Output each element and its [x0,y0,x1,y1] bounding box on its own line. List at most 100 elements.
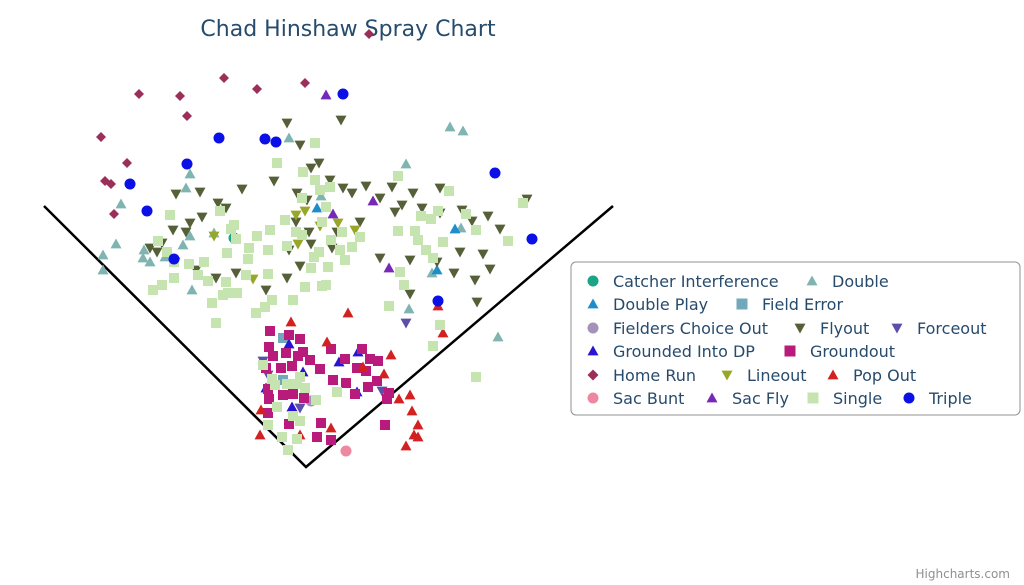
point-double[interactable] [184,230,196,241]
point-single[interactable] [309,252,319,262]
point-single[interactable] [321,202,331,212]
point-single[interactable] [244,243,254,253]
point-double[interactable] [97,249,109,260]
point-home-run[interactable] [96,132,106,142]
point-flyout[interactable] [360,181,372,192]
point-groundout[interactable] [315,364,325,374]
point-single[interactable] [317,217,327,227]
legend-item-field-error[interactable]: Field Error [736,295,844,314]
point-single[interactable] [288,295,298,305]
point-flyout[interactable] [236,184,248,195]
point-sac-fly[interactable] [383,262,395,273]
point-single[interactable] [355,232,365,242]
point-single[interactable] [428,341,438,351]
point-single[interactable] [282,379,292,389]
legend-item-single[interactable]: Single [807,389,883,408]
point-flyout[interactable] [471,297,483,308]
point-single[interactable] [399,280,409,290]
point-pop-out[interactable] [404,389,416,400]
point-flyout[interactable] [482,211,494,222]
point-single[interactable] [280,215,290,225]
point-single[interactable] [332,387,342,397]
legend-item-triple[interactable]: Triple [903,389,972,408]
point-groundout[interactable] [380,420,390,430]
point-double[interactable] [138,244,150,255]
point-home-run[interactable] [134,89,144,99]
point-single[interactable] [265,225,275,235]
point-groundout[interactable] [350,389,360,399]
point-groundout[interactable] [298,347,308,357]
point-flyout[interactable] [196,212,208,223]
point-flyout[interactable] [324,175,336,186]
point-pop-out[interactable] [254,429,266,440]
point-groundout[interactable] [276,363,286,373]
point-grounded-into-dp[interactable] [283,338,295,349]
point-double[interactable] [184,168,196,179]
point-double[interactable] [444,121,456,132]
point-forceout[interactable] [400,318,412,329]
point-flyout[interactable] [346,188,358,199]
point-groundout[interactable] [288,389,298,399]
point-single[interactable] [384,301,394,311]
point-groundout[interactable] [264,394,274,404]
point-single[interactable] [258,360,268,370]
point-lineout[interactable] [332,218,344,229]
point-single[interactable] [413,235,423,245]
point-triple[interactable] [168,253,180,265]
legend-item-lineout[interactable]: Lineout [721,366,807,385]
point-groundout[interactable] [316,418,326,428]
point-single[interactable] [295,372,305,382]
point-double[interactable] [137,252,149,263]
point-home-run[interactable] [252,84,262,94]
point-double-play[interactable] [449,223,461,234]
point-single[interactable] [471,372,481,382]
chart-credits[interactable]: Highcharts.com [916,567,1010,581]
point-flyout[interactable] [396,200,408,211]
point-single[interactable] [231,234,241,244]
point-home-run[interactable] [182,111,192,121]
point-flyout[interactable] [281,273,293,284]
point-flyout[interactable] [260,285,272,296]
point-home-run[interactable] [122,158,132,168]
point-single[interactable] [229,220,239,230]
point-single[interactable] [325,182,335,192]
legend-item-sac-bunt[interactable]: Sac Bunt [587,389,685,408]
point-single[interactable] [193,270,203,280]
point-double[interactable] [400,158,412,169]
point-single[interactable] [438,237,448,247]
point-single[interactable] [518,198,528,208]
point-single[interactable] [503,236,513,246]
point-home-run[interactable] [109,209,119,219]
point-groundout[interactable] [341,378,351,388]
point-groundout[interactable] [281,348,291,358]
point-sac-fly[interactable] [320,89,332,100]
legend-item-catcher-interference[interactable]: Catcher Interference [587,272,779,291]
point-groundout[interactable] [299,393,309,403]
point-single[interactable] [317,281,327,291]
point-flyout[interactable] [170,189,182,200]
point-groundout[interactable] [284,330,294,340]
point-flyout[interactable] [407,188,419,199]
legend-item-sac-fly[interactable]: Sac Fly [706,389,789,408]
point-groundout[interactable] [326,435,336,445]
point-sac-bunt[interactable] [340,445,352,457]
point-single[interactable] [393,171,403,181]
point-grounded-into-dp[interactable] [286,401,298,412]
point-flyout[interactable] [305,163,317,174]
point-flyout[interactable] [434,183,446,194]
point-double[interactable] [426,267,438,278]
point-single[interactable] [428,253,438,263]
point-home-run[interactable] [106,179,116,189]
point-triple[interactable] [526,233,538,245]
point-groundout[interactable] [295,334,305,344]
point-double[interactable] [186,284,198,295]
point-single[interactable] [283,445,293,455]
point-single[interactable] [297,193,307,203]
point-single[interactable] [221,277,231,287]
point-flyout[interactable] [194,187,206,198]
point-groundout[interactable] [312,432,322,442]
point-flyout[interactable] [374,193,386,204]
point-triple[interactable] [141,205,153,217]
point-single[interactable] [272,402,282,412]
point-flyout[interactable] [469,275,481,286]
